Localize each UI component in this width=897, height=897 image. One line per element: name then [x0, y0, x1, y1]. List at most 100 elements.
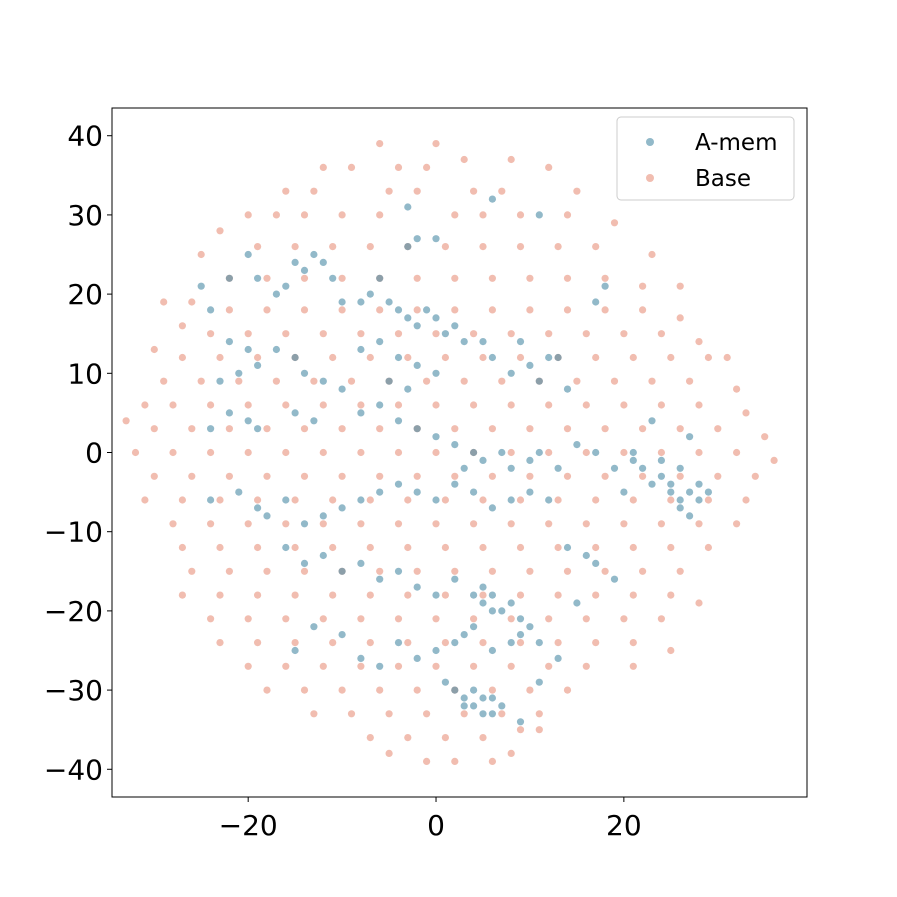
point-base: [563, 211, 572, 219]
point-base: [216, 591, 224, 599]
point-a-mem: [657, 472, 666, 480]
point-base: [629, 591, 637, 599]
point-base: [329, 353, 337, 362]
point-base: [338, 211, 346, 219]
point-a-mem: [451, 575, 459, 583]
point-base: [394, 662, 403, 670]
point-base: [470, 187, 478, 195]
point-base: [451, 567, 459, 575]
point-a-mem: [338, 504, 346, 512]
point-a-mem: [479, 599, 487, 607]
point-a-mem: [657, 456, 666, 464]
point-a-mem: [357, 298, 365, 306]
point-base: [639, 425, 647, 433]
point-a-mem: [648, 417, 656, 425]
point-base: [178, 496, 186, 504]
point-base: [516, 211, 525, 219]
point-base: [423, 757, 431, 766]
point-a-mem: [686, 488, 694, 496]
point-base: [282, 401, 290, 409]
point-base: [695, 401, 703, 409]
point-a-mem: [300, 520, 309, 528]
point-base: [441, 639, 449, 647]
point-a-mem: [338, 567, 346, 575]
point-a-mem: [300, 369, 309, 377]
point-base: [516, 243, 525, 251]
point-base: [620, 520, 628, 528]
point-base: [329, 496, 337, 504]
point-base: [554, 496, 562, 504]
point-base: [639, 282, 647, 290]
point-base: [657, 401, 666, 409]
point-base: [554, 243, 562, 251]
point-base: [169, 520, 177, 528]
point-a-mem: [207, 496, 215, 504]
point-a-mem: [404, 385, 412, 393]
point-base: [347, 163, 356, 171]
point-a-mem: [413, 322, 421, 330]
point-a-mem: [488, 591, 496, 599]
point-base: [432, 330, 440, 338]
legend-marker-a-mem: [646, 138, 654, 146]
point-base: [592, 591, 600, 599]
point-a-mem: [254, 361, 262, 369]
point-base: [357, 448, 365, 457]
point-base: [610, 377, 619, 385]
point-base: [526, 472, 534, 480]
point-base: [526, 567, 534, 575]
y-tick-label: 10: [67, 357, 103, 390]
point-base: [563, 306, 572, 314]
point-base: [432, 448, 440, 457]
point-base: [592, 496, 600, 504]
point-a-mem: [235, 488, 243, 496]
point-base: [770, 456, 778, 464]
point-a-mem: [441, 330, 449, 338]
point-base: [507, 662, 515, 670]
point-a-mem: [554, 654, 562, 663]
point-a-mem: [385, 377, 393, 385]
point-base: [470, 330, 478, 338]
point-base: [329, 591, 337, 599]
point-base: [592, 353, 600, 362]
point-base: [225, 567, 233, 575]
point-a-mem: [526, 456, 534, 464]
point-base: [695, 338, 703, 346]
point-a-mem: [338, 631, 346, 639]
point-base: [545, 615, 553, 623]
point-base: [441, 734, 449, 742]
point-base: [601, 306, 609, 314]
point-base: [733, 520, 741, 528]
point-base: [629, 543, 637, 552]
point-base: [244, 615, 252, 623]
point-base: [272, 377, 280, 385]
point-a-mem: [357, 496, 365, 504]
point-a-mem: [545, 353, 553, 362]
point-a-mem: [676, 496, 684, 504]
point-base: [423, 163, 431, 171]
point-a-mem: [432, 235, 440, 243]
point-base: [329, 639, 337, 647]
point-base: [263, 472, 271, 480]
axes-frame: [111, 107, 808, 798]
point-base: [413, 686, 421, 694]
point-base: [639, 472, 647, 480]
point-base: [460, 710, 468, 718]
point-a-mem: [676, 504, 684, 512]
point-base: [300, 274, 309, 282]
point-base: [695, 599, 703, 607]
point-base: [244, 401, 252, 409]
point-a-mem: [516, 718, 525, 726]
point-base: [563, 567, 572, 575]
point-base: [160, 298, 168, 306]
point-base: [338, 306, 346, 314]
point-base: [216, 227, 224, 235]
point-base: [338, 425, 346, 433]
point-a-mem: [319, 551, 327, 560]
point-a-mem: [451, 322, 459, 330]
point-a-mem: [686, 512, 694, 520]
point-a-mem: [451, 686, 459, 694]
point-base: [394, 401, 403, 409]
legend: A-mem Base: [616, 116, 795, 201]
point-base: [394, 330, 403, 338]
point-base: [667, 543, 675, 552]
